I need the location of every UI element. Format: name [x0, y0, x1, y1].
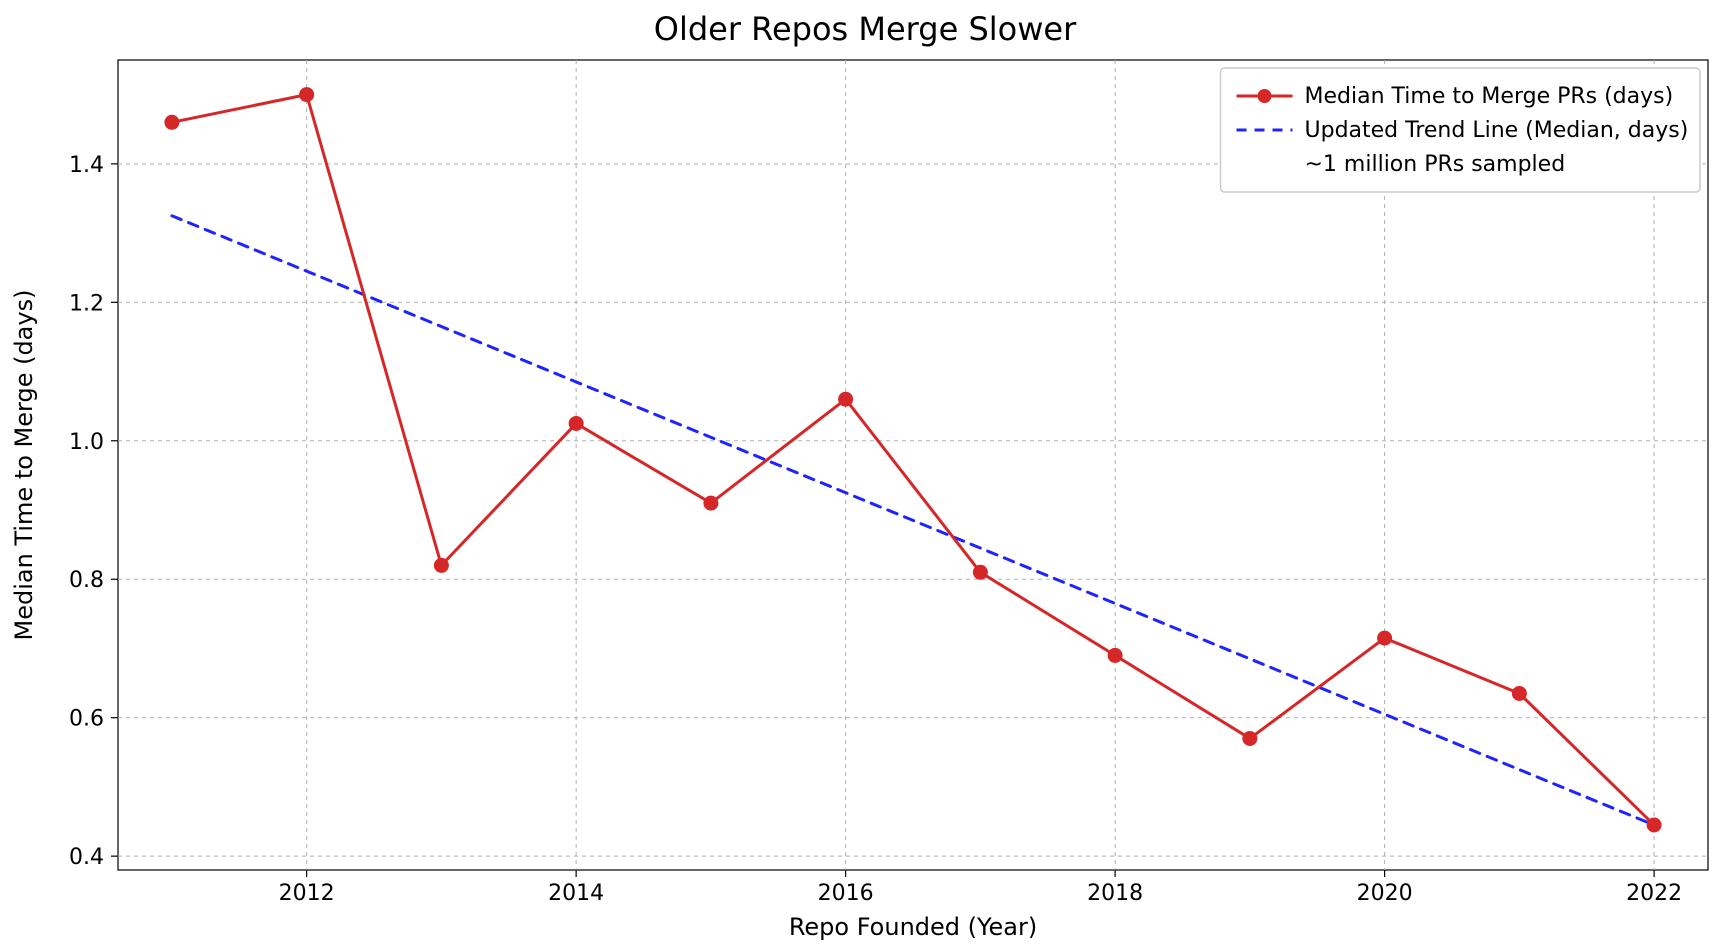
median-marker — [1243, 731, 1257, 745]
legend-entry-text: ~1 million PRs sampled — [1305, 152, 1566, 177]
median-marker — [434, 558, 448, 572]
legend: Median Time to Merge PRs (days) Updated T… — [1221, 68, 1701, 192]
chart-title: Older Repos Merge Slower — [654, 10, 1077, 48]
legend-entry-text: Median Time to Merge PRs (days) — [1305, 84, 1674, 109]
median-line-series — [165, 88, 1661, 832]
x-tick-label: 2012 — [279, 881, 335, 906]
median-marker — [569, 416, 583, 430]
merge-time-chart: Older Repos Merge Slower 201220142016201… — [0, 0, 1730, 949]
median-marker — [1378, 631, 1392, 645]
median-marker — [704, 496, 718, 510]
median-marker — [839, 392, 853, 406]
median-marker — [1647, 818, 1661, 832]
trend-line-series — [172, 216, 1654, 825]
median-marker — [165, 115, 179, 129]
y-grid — [111, 164, 1708, 856]
x-tick-label: 2020 — [1357, 881, 1413, 906]
y-tick-labels: 0.4 0.6 0.8 1.0 1.2 1.4 — [69, 153, 104, 870]
y-tick-label: 0.8 — [69, 568, 104, 593]
trend-line — [172, 216, 1654, 825]
y-tick-label: 1.4 — [69, 153, 104, 178]
x-tick-label: 2016 — [818, 881, 874, 906]
y-axis-label: Median Time to Merge (days) — [10, 290, 38, 641]
median-marker — [1108, 648, 1122, 662]
legend-entry-text: Updated Trend Line (Median, days) — [1305, 118, 1689, 143]
legend-sample-median-marker — [1258, 89, 1272, 103]
x-tick-label: 2022 — [1626, 881, 1682, 906]
y-tick-label: 1.0 — [69, 430, 104, 455]
x-axis-label: Repo Founded (Year) — [789, 913, 1037, 941]
x-tick-label: 2018 — [1087, 881, 1143, 906]
x-tick-labels: 2012 2014 2016 2018 2020 2022 — [279, 881, 1682, 906]
median-marker — [973, 565, 987, 579]
median-marker — [300, 88, 314, 102]
y-tick-label: 0.4 — [69, 845, 104, 870]
median-marker — [1512, 686, 1526, 700]
x-tick-label: 2014 — [548, 881, 604, 906]
median-line — [172, 95, 1654, 825]
y-tick-label: 0.6 — [69, 707, 104, 732]
y-tick-label: 1.2 — [69, 291, 104, 316]
